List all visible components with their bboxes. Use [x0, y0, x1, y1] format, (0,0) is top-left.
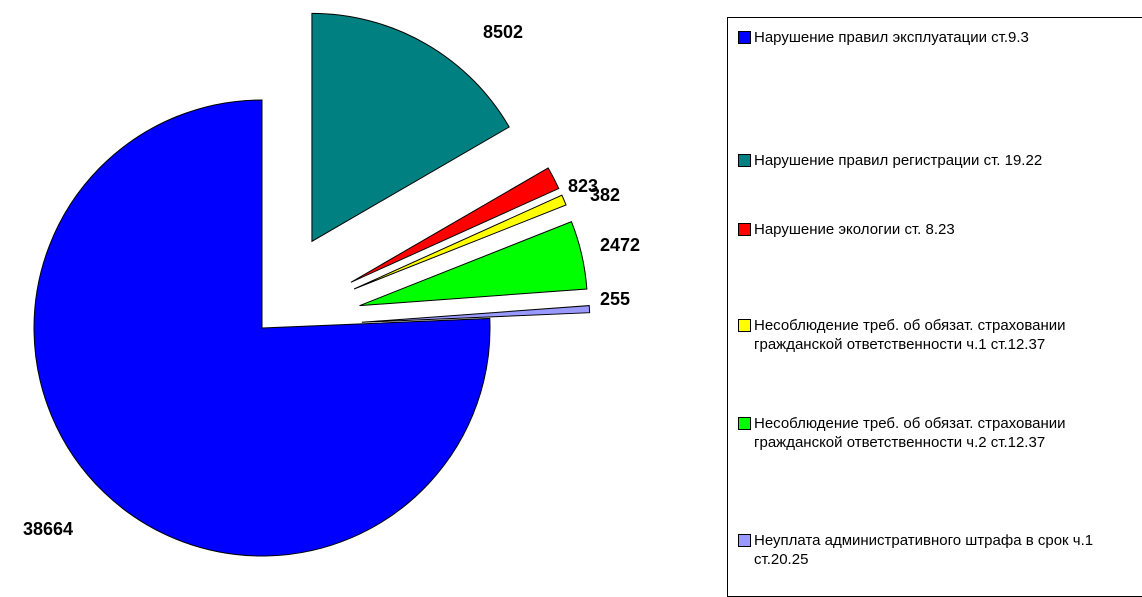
legend-swatch [738, 31, 751, 44]
legend-swatch [738, 417, 751, 430]
pie-slice [311, 12, 510, 243]
legend-item: Несоблюдение треб. об обязат. страховани… [738, 316, 1138, 354]
data-label: 38664 [23, 519, 73, 539]
data-label: 823 [568, 176, 598, 196]
legend-swatch [738, 223, 751, 236]
legend-label: Нарушение экологии ст. 8.23 [754, 221, 955, 238]
legend-label: Нарушение правил эксплуатации ст.9.3 [754, 29, 1029, 46]
legend-swatch [738, 534, 751, 547]
legend-label: Неуплата административного штрафа в срок… [754, 532, 1094, 568]
legend-item: Несоблюдение треб. об обязат. страховани… [738, 414, 1138, 452]
legend-label: Нарушение правил регистрации ст. 19.22 [754, 152, 1043, 169]
data-label: 255 [600, 289, 630, 309]
data-label: 2472 [600, 235, 640, 255]
legend-item: Нарушение правил регистрации ст. 19.22 [738, 151, 1138, 170]
legend-item: Неуплата административного штрафа в срок… [738, 531, 1138, 569]
legend-swatch [738, 154, 751, 167]
pie-slice [350, 167, 560, 283]
legend: Нарушение правил эксплуатации ст.9.3 Нару… [727, 17, 1142, 597]
pie-slice [33, 99, 491, 557]
legend-label: Несоблюдение треб. об обязат. страховани… [754, 317, 1066, 353]
legend-swatch [738, 319, 751, 332]
pie-slice [361, 305, 591, 323]
legend-item: Нарушение правил эксплуатации ст.9.3 [738, 28, 1138, 47]
data-label: 382 [590, 185, 620, 205]
pie-slice [353, 194, 567, 290]
legend-label: Несоблюдение треб. об обязат. страховани… [754, 415, 1066, 451]
data-label: 8502 [483, 22, 523, 42]
pie-slice [359, 221, 588, 307]
legend-item: Нарушение экологии ст. 8.23 [738, 220, 1138, 239]
